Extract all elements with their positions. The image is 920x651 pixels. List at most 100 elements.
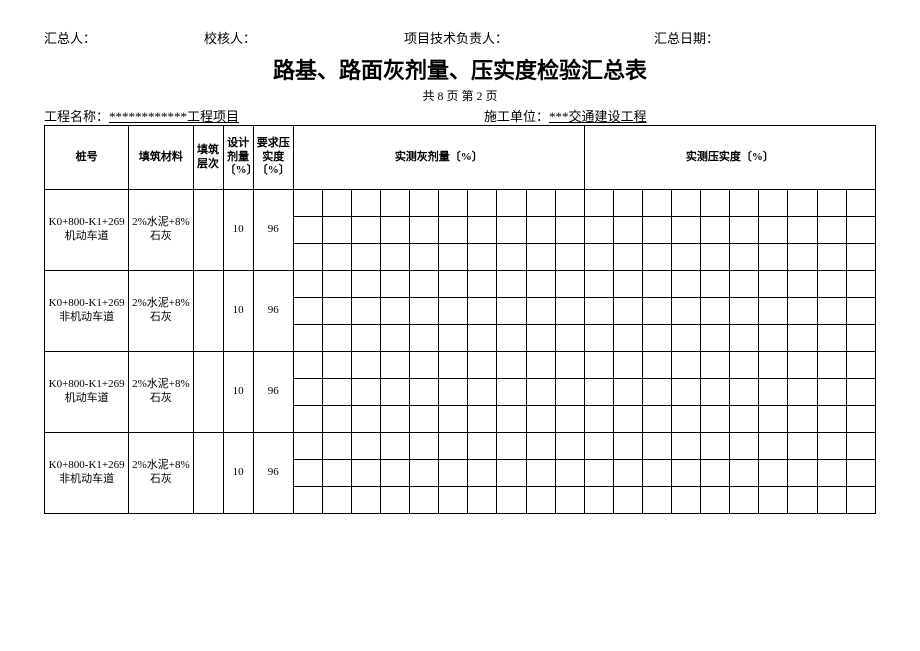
measurement-cell	[497, 433, 526, 460]
measurement-cell	[643, 352, 672, 379]
measurement-cell	[613, 406, 642, 433]
measurement-cell	[352, 379, 381, 406]
inspection-table: 桩号 填筑材料 填筑层次 设计剂量〔%〕 要求压实度〔%〕 实测灰剂量〔%〕 实…	[44, 125, 876, 514]
measurement-cell	[643, 271, 672, 298]
measurement-cell	[759, 244, 788, 271]
measurement-cell	[788, 298, 817, 325]
measurement-cell	[410, 217, 439, 244]
measurement-cell	[381, 217, 410, 244]
measurement-cell	[846, 217, 875, 244]
measurement-cell	[846, 190, 875, 217]
measurement-cell	[526, 217, 555, 244]
measurement-cell	[410, 190, 439, 217]
measurement-cell	[759, 271, 788, 298]
measurement-cell	[352, 271, 381, 298]
measurement-cell	[381, 487, 410, 514]
measurement-cell	[672, 217, 701, 244]
unit-label: 施工单位：	[484, 109, 549, 124]
cell-required: 96	[253, 271, 293, 352]
measurement-cell	[439, 325, 468, 352]
measurement-cell	[701, 379, 730, 406]
measurement-cell	[613, 271, 642, 298]
cell-stake: K0+800-K1+269机动车道	[45, 352, 129, 433]
measurement-cell	[672, 460, 701, 487]
measurement-cell	[817, 217, 846, 244]
measurement-cell	[526, 298, 555, 325]
measurement-cell	[584, 487, 613, 514]
measurement-cell	[410, 487, 439, 514]
measurement-cell	[526, 352, 555, 379]
measurement-cell	[468, 487, 497, 514]
measurement-cell	[759, 325, 788, 352]
measurement-cell	[497, 271, 526, 298]
page-title: 路基、路面灰剂量、压实度检验汇总表	[44, 53, 876, 85]
measurement-cell	[730, 325, 759, 352]
measurement-cell	[672, 271, 701, 298]
measurement-cell	[526, 487, 555, 514]
checker-label: 校核人：	[204, 28, 404, 47]
measurement-cell	[439, 271, 468, 298]
measurement-cell	[846, 379, 875, 406]
measurement-cell	[468, 406, 497, 433]
measurement-cell	[352, 460, 381, 487]
measurement-cell	[439, 217, 468, 244]
cell-stake: K0+800-K1+269非机动车道	[45, 271, 129, 352]
measurement-cell	[497, 298, 526, 325]
measurement-cell	[555, 325, 584, 352]
measurement-cell	[526, 406, 555, 433]
measurement-cell	[701, 244, 730, 271]
measurement-cell	[817, 379, 846, 406]
measurement-cell	[439, 244, 468, 271]
measurement-cell	[555, 271, 584, 298]
measurement-cell	[322, 487, 351, 514]
measurement-cell	[468, 217, 497, 244]
measurement-cell	[701, 487, 730, 514]
summary-date-label: 汇总日期：	[654, 28, 719, 47]
measurement-cell	[759, 352, 788, 379]
measurement-cell	[846, 325, 875, 352]
measurement-cell	[701, 271, 730, 298]
measurement-cell	[584, 217, 613, 244]
measurement-cell	[584, 298, 613, 325]
measurement-cell	[701, 325, 730, 352]
cell-layer	[193, 271, 223, 352]
measurement-cell	[846, 244, 875, 271]
measurement-cell	[643, 325, 672, 352]
measurement-cell	[497, 217, 526, 244]
measurement-cell	[730, 244, 759, 271]
measurement-cell	[293, 298, 322, 325]
measurement-cell	[846, 352, 875, 379]
project-name: 工程名称：************工程项目	[44, 106, 484, 125]
table-body: K0+800-K1+269机动车道2%水泥+8%石灰1096K0+800-K1+…	[45, 190, 876, 514]
measurement-cell	[759, 460, 788, 487]
measurement-cell	[701, 217, 730, 244]
measurement-cell	[555, 352, 584, 379]
measurement-cell	[613, 487, 642, 514]
measurement-cell	[293, 352, 322, 379]
measurement-cell	[730, 487, 759, 514]
measurement-cell	[526, 325, 555, 352]
header-measured-compaction: 实测压实度〔%〕	[584, 126, 875, 190]
measurement-cell	[730, 271, 759, 298]
measurement-cell	[410, 352, 439, 379]
table-row: K0+800-K1+269非机动车道2%水泥+8%石灰1096	[45, 271, 876, 298]
measurement-cell	[759, 487, 788, 514]
measurement-cell	[293, 271, 322, 298]
measurement-cell	[410, 460, 439, 487]
measurement-cell	[788, 460, 817, 487]
measurement-cell	[788, 325, 817, 352]
measurement-cell	[643, 190, 672, 217]
measurement-cell	[352, 217, 381, 244]
measurement-cell	[293, 460, 322, 487]
measurement-cell	[701, 460, 730, 487]
measurement-cell	[410, 433, 439, 460]
measurement-cell	[759, 298, 788, 325]
measurement-cell	[322, 298, 351, 325]
table-header: 桩号 填筑材料 填筑层次 设计剂量〔%〕 要求压实度〔%〕 实测灰剂量〔%〕 实…	[45, 126, 876, 190]
measurement-cell	[672, 487, 701, 514]
measurement-cell	[817, 433, 846, 460]
measurement-cell	[730, 406, 759, 433]
measurement-cell	[352, 298, 381, 325]
measurement-cell	[555, 433, 584, 460]
project-meta-row: 工程名称：************工程项目 施工单位：***交通建设工程	[44, 106, 876, 125]
